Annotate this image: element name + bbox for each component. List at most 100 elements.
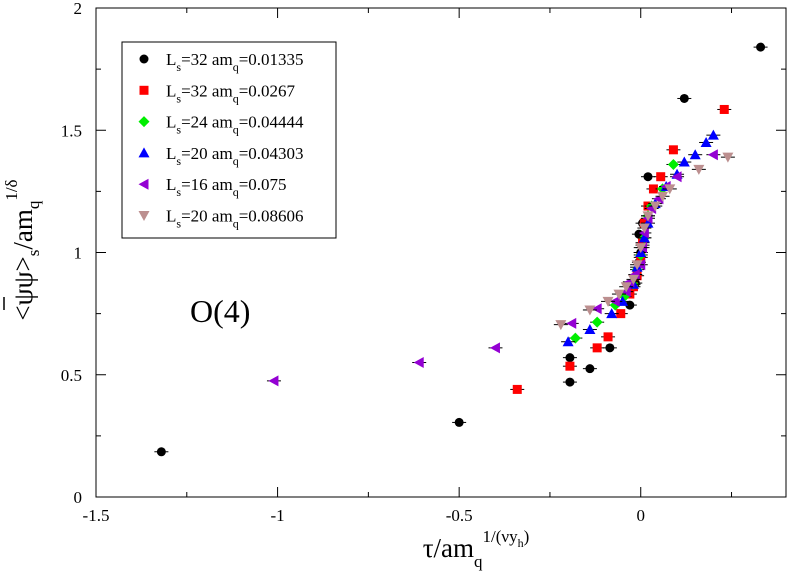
series-1	[510, 104, 732, 394]
point-3-2	[606, 308, 618, 319]
point-3-7	[638, 232, 650, 243]
y-label-sup: 1/δ	[2, 179, 21, 200]
point-0-14	[679, 93, 689, 103]
legend-item-5: Ls=20 amq=0.08606	[138, 207, 304, 231]
legend-label-1: Ls=32 amq=0.0267	[166, 81, 296, 105]
point-5-0	[555, 320, 567, 331]
legend-item-0: Ls=32 amq=0.01335	[139, 50, 304, 74]
legend-label-0: Ls=32 amq=0.01335	[166, 50, 304, 74]
legend-label-2: Ls=24 amq=0.04444	[166, 113, 304, 137]
point-5-9	[642, 211, 654, 222]
point-5-10	[649, 201, 661, 212]
point-4-17	[707, 149, 718, 161]
point-0-3	[585, 364, 595, 374]
y-axis-label: <ψψ>s/amq1/δ	[2, 179, 43, 320]
point-2-1	[591, 316, 603, 328]
point-5-7	[635, 243, 647, 254]
x-label-sup-sub: h	[518, 536, 524, 550]
point-1-3	[603, 332, 613, 342]
point-2-11	[667, 158, 679, 170]
point-0-6	[625, 300, 635, 310]
series-3	[561, 129, 721, 347]
y-tick-label-1: 0.5	[61, 366, 82, 385]
legend-item-2: Ls=24 amq=0.04444	[138, 113, 304, 137]
point-0-1	[454, 417, 464, 427]
legend-item-4: Ls=16 amq=0.075	[138, 175, 287, 199]
point-4-16	[671, 171, 682, 183]
point-1-4	[616, 309, 626, 319]
point-1-13	[656, 172, 666, 182]
point-3-12	[678, 156, 690, 167]
point-5-13	[693, 164, 705, 175]
axis-ticks: -1.5 -1 -0.5 0 0 0.5 1 1.5 2	[61, 0, 786, 525]
legend-marker-2	[138, 116, 150, 128]
x-label-main: τ/am	[423, 533, 474, 563]
legend-item-3: Ls=20 amq=0.04303	[138, 144, 304, 168]
point-1-1	[565, 361, 575, 371]
legend-label-3: Ls=20 amq=0.04303	[166, 144, 304, 168]
x-label-sup: 1/(νy	[483, 527, 519, 546]
y-tick-label-3: 1.5	[61, 121, 82, 140]
point-1-12	[648, 184, 658, 194]
point-3-0	[562, 336, 574, 347]
point-0-0	[156, 447, 166, 457]
annotation-o4: O(4)	[190, 293, 250, 329]
point-3-14	[700, 136, 712, 147]
point-3-1	[584, 324, 596, 335]
point-4-2	[489, 342, 500, 354]
series-5	[553, 152, 735, 331]
legend-marker-1	[139, 85, 149, 95]
point-4-11	[638, 227, 649, 239]
y-label-sub2: q	[24, 200, 43, 209]
point-1-0	[512, 384, 522, 394]
point-5-4	[620, 282, 632, 293]
data-points	[154, 42, 768, 457]
point-1-2	[592, 343, 602, 353]
legend-marker-0	[139, 54, 149, 64]
point-5-2	[602, 296, 614, 307]
point-1-14	[668, 145, 678, 155]
y-label-main: <ψψ>	[8, 256, 38, 320]
point-0-4	[565, 353, 575, 363]
legend-label-4: Ls=16 amq=0.075	[166, 175, 287, 199]
point-5-6	[631, 260, 643, 271]
x-tick-label-2: -0.5	[446, 506, 473, 525]
point-5-12	[664, 184, 676, 195]
x-tick-label-1: -1	[270, 506, 284, 525]
point-3-13	[689, 149, 701, 160]
legend-box	[121, 41, 337, 239]
point-4-4	[591, 303, 602, 315]
x-label-sup-close: )	[524, 527, 530, 546]
y-tick-label-2: 1	[74, 244, 83, 263]
y-label-sub: s	[24, 250, 43, 257]
point-5-5	[627, 274, 639, 285]
legend-item-1: Ls=32 amq=0.0267	[139, 81, 296, 105]
legend: Ls=32 amq=0.01335 Ls=32 amq=0.0267 Ls=24 a…	[121, 41, 337, 239]
point-5-3	[613, 289, 625, 300]
point-0-13	[643, 172, 653, 182]
point-4-6	[620, 286, 631, 298]
y-tick-label-4: 2	[74, 0, 83, 18]
point-4-0	[268, 375, 279, 387]
point-1-15	[719, 104, 729, 114]
svg-text:<ψψ>s/amq1/δ: <ψψ>s/amq1/δ	[2, 179, 43, 320]
point-3-3	[617, 295, 629, 306]
y-label-mid: /am	[8, 209, 38, 250]
y-tick-label-0: 0	[74, 488, 83, 507]
x-axis-label: τ/amq1/(νyh)	[423, 527, 530, 571]
point-2-0	[569, 332, 581, 344]
x-tick-label-0: -1.5	[83, 506, 110, 525]
legend-marker-4	[138, 178, 149, 190]
point-0-5	[605, 343, 615, 353]
legend-marker-3	[138, 147, 150, 158]
point-4-1	[413, 357, 424, 369]
x-tick-label-3: 0	[636, 506, 645, 525]
point-5-11	[657, 191, 669, 202]
point-4-3	[566, 317, 577, 329]
legend-marker-5	[138, 211, 150, 221]
legend-label-5: Ls=20 amq=0.08606	[166, 207, 304, 231]
point-3-15	[707, 129, 719, 140]
point-5-1	[584, 305, 596, 316]
point-5-14	[722, 152, 734, 163]
